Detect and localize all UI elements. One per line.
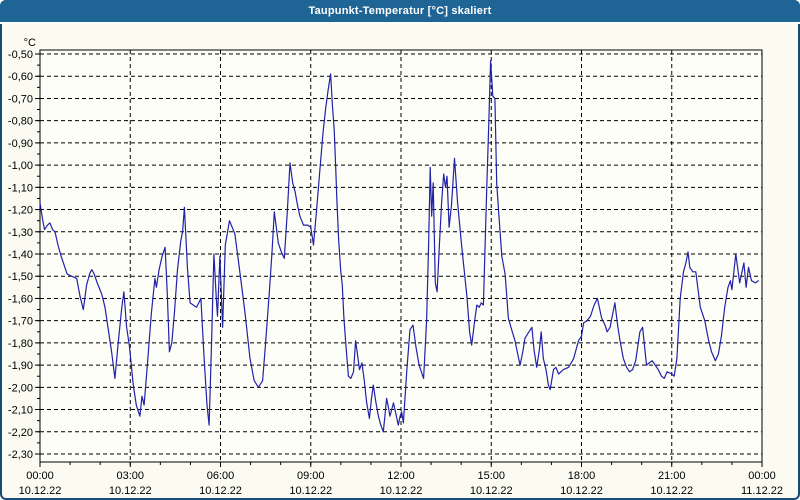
x-axis-date-label: 10.12.22 [470, 485, 513, 497]
y-axis-label: -1,50 [8, 271, 33, 283]
y-axis-label: -1,40 [8, 249, 33, 261]
y-axis-label: -2,20 [8, 427, 33, 439]
y-axis-label: -1,30 [8, 227, 33, 239]
y-axis-label: -1,20 [8, 205, 33, 217]
x-axis-date-label: 10.12.22 [199, 485, 242, 497]
window-title: Taupunkt-Temperatur [°C] skaliert [308, 5, 492, 17]
y-axis-unit-label: °C [24, 37, 36, 49]
x-axis-time-label: 00:00 [26, 470, 54, 482]
x-axis-time-label: 18:00 [568, 470, 596, 482]
y-axis-label: -0,90 [8, 138, 33, 150]
x-axis-date-label: 10.12.22 [109, 485, 152, 497]
y-axis-label: -1,80 [8, 338, 33, 350]
x-axis-time-label: 15:00 [477, 470, 505, 482]
x-axis-date-label: 10.12.22 [380, 485, 423, 497]
x-axis-time-label: 21:00 [658, 470, 686, 482]
y-axis-label: -2,00 [8, 382, 33, 394]
y-axis-label: -1,60 [8, 293, 33, 305]
y-axis-label: -2,30 [8, 449, 33, 461]
y-axis-label: -0,70 [8, 93, 33, 105]
y-axis-label: -2,10 [8, 405, 33, 417]
x-axis-date-label: 10.12.22 [560, 485, 603, 497]
y-axis-label: -1,90 [8, 360, 33, 372]
y-axis-label: -1,70 [8, 316, 33, 328]
x-axis-time-label: 12:00 [387, 470, 415, 482]
y-axis-label: -0,60 [8, 71, 33, 83]
y-axis-label: -0,50 [8, 49, 33, 61]
y-axis-label: -0,80 [8, 116, 33, 128]
plot-border [39, 49, 763, 463]
x-axis-time-label: 06:00 [207, 470, 235, 482]
x-axis-date-label: 10.12.22 [19, 485, 62, 497]
x-axis-date-label: 10.12.22 [289, 485, 332, 497]
x-axis-date-label: 11.12.22 [741, 485, 783, 497]
x-axis-time-label: 03:00 [116, 470, 144, 482]
x-axis-time-label: 09:00 [297, 470, 325, 482]
x-axis-date-label: 10.12.22 [650, 485, 693, 497]
x-axis-time-label: 00:00 [748, 470, 776, 482]
y-axis-label: -1,00 [8, 160, 33, 172]
data-line [39, 60, 760, 433]
y-axis-label: -1,10 [8, 182, 33, 194]
title-bar: Taupunkt-Temperatur [°C] skaliert [0, 0, 800, 24]
